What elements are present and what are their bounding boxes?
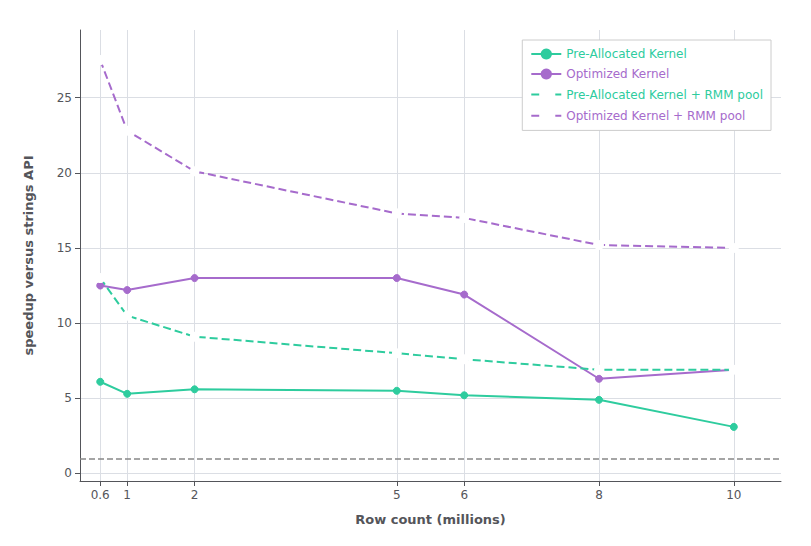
svg-text:speedup versus strings API: speedup versus strings API (21, 155, 36, 355)
svg-text:2: 2 (191, 488, 199, 502)
svg-text:Pre-Allocated Kernel + RMM poo: Pre-Allocated Kernel + RMM pool (566, 88, 763, 102)
svg-text:5: 5 (64, 391, 72, 405)
svg-text:Optimized Kernel + RMM pool: Optimized Kernel + RMM pool (566, 109, 745, 123)
svg-text:10: 10 (726, 488, 741, 502)
svg-text:0.6: 0.6 (91, 488, 110, 502)
svg-text:25: 25 (57, 91, 72, 105)
svg-text:0: 0 (64, 466, 72, 480)
svg-text:20: 20 (57, 166, 72, 180)
svg-text:1: 1 (123, 488, 131, 502)
svg-text:6: 6 (460, 488, 468, 502)
svg-text:10: 10 (57, 316, 72, 330)
svg-text:8: 8 (595, 488, 603, 502)
svg-text:Row count (millions): Row count (millions) (355, 512, 506, 527)
svg-text:5: 5 (393, 488, 401, 502)
svg-text:Optimized Kernel: Optimized Kernel (566, 67, 669, 81)
svg-text:15: 15 (57, 241, 72, 255)
svg-text:Pre-Allocated Kernel: Pre-Allocated Kernel (566, 47, 687, 61)
